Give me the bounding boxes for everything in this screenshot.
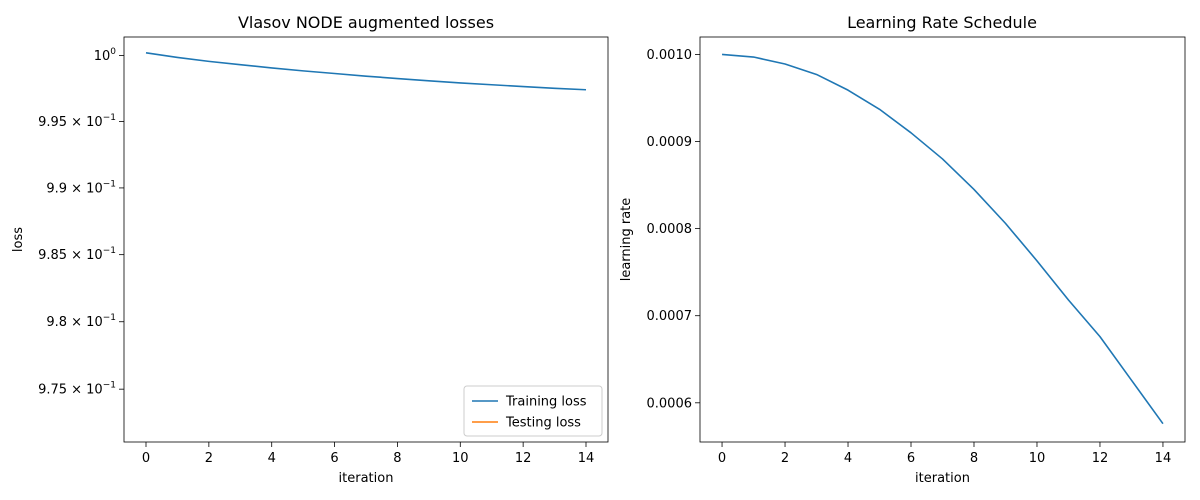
series-line-1	[721, 53, 1164, 425]
y-tick-label: 100	[94, 47, 117, 64]
chart-title: Learning Rate Schedule	[847, 13, 1037, 32]
chart-panel-2: 0 2 4 6 8 10 12 14 0.0006 0.0007 0.0008 0.0009 0.001…	[619, 13, 1186, 486]
y-tick-label: 9.9 × 10−1	[46, 179, 116, 196]
y-tick-label: 9.95 × 10−1	[38, 113, 116, 130]
y-tick-label: 0.0006	[647, 396, 693, 411]
x-tick-label: 12	[1092, 451, 1109, 466]
x-tick-label: 8	[393, 451, 401, 466]
legend: Training loss Testing loss	[463, 385, 603, 437]
x-tick-label: 6	[907, 451, 915, 466]
x-tick-label: 0	[142, 451, 150, 466]
y-tick-label: 0.0009	[647, 135, 693, 150]
x-tick-label: 4	[268, 451, 276, 466]
plot-frame	[699, 36, 1186, 443]
y-tick-label: 0.0010	[647, 48, 693, 63]
y-axis-label: loss	[11, 227, 26, 252]
x-tick-label: 10	[1029, 451, 1046, 466]
legend-label-1: Training loss	[505, 395, 587, 410]
x-tick-label: 12	[515, 451, 532, 466]
x-tick-label: 14	[1155, 451, 1172, 466]
x-axis-label: iteration	[339, 471, 394, 486]
y-tick-label: 9.8 × 10−1	[46, 313, 116, 330]
series-line-1	[145, 52, 587, 91]
x-tick-label: 8	[970, 451, 978, 466]
legend-label-2: Testing loss	[505, 416, 581, 431]
plot-frame	[123, 36, 609, 443]
x-tick-label: 2	[205, 451, 213, 466]
x-tick-label: 14	[578, 451, 595, 466]
x-tick-label: 6	[330, 451, 338, 466]
x-tick-label: 0	[718, 451, 726, 466]
y-tick-label: 0.0008	[647, 222, 693, 237]
y-tick-label: 9.75 × 10−1	[38, 381, 116, 398]
x-tick-label: 4	[844, 451, 852, 466]
y-tick-label: 9.85 × 10−1	[38, 246, 116, 263]
x-tick-label: 2	[781, 451, 789, 466]
y-tick-label: 0.0007	[647, 309, 693, 324]
y-axis-label: learning rate	[619, 198, 634, 282]
x-axis-label: iteration	[915, 471, 970, 486]
x-tick-label: 10	[452, 451, 469, 466]
legend-box	[463, 385, 603, 437]
chart-panel-1: 0 2 4 6 8 10 12 14 100 9.95 × 10−1 9.9 × 10−1 9.85 …	[11, 13, 609, 486]
chart-title: Vlasov NODE augmented losses	[238, 13, 494, 32]
